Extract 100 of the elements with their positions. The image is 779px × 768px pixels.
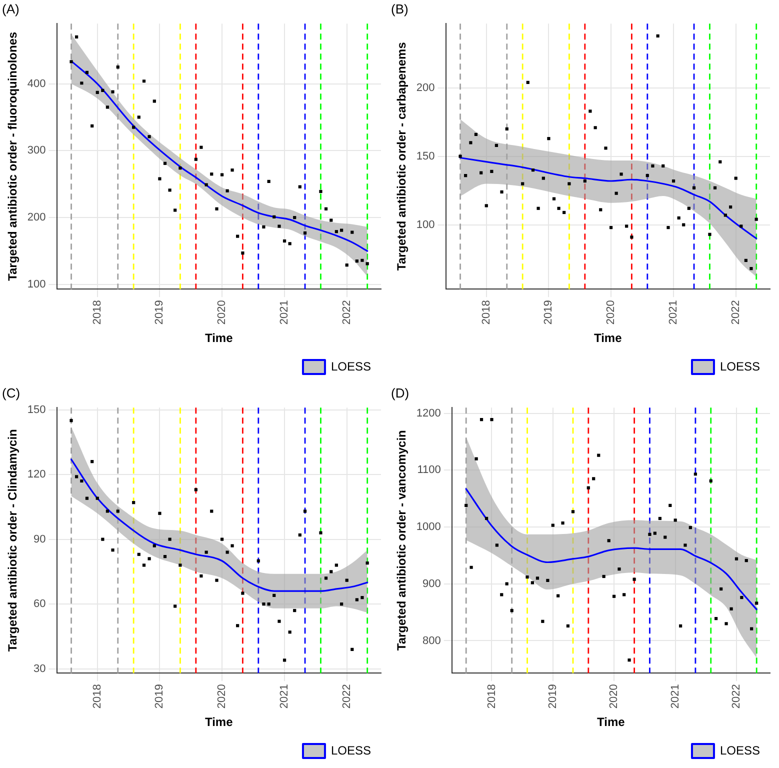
y-tick-label: 120 <box>27 468 46 481</box>
point <box>561 521 564 525</box>
point <box>194 488 198 492</box>
point <box>350 230 354 234</box>
x-tick-label: 2018 <box>486 684 498 709</box>
point <box>360 258 364 262</box>
x-tick-label: 2021 <box>669 684 682 709</box>
point <box>272 594 276 597</box>
chart-title: (C) <box>2 385 20 400</box>
x-tick-label: 2020 <box>216 684 228 709</box>
point <box>200 146 203 149</box>
x-tick-label: 2021 <box>668 300 680 325</box>
point <box>262 602 266 606</box>
point <box>330 218 333 222</box>
point <box>484 204 488 208</box>
point <box>556 594 560 598</box>
point <box>303 510 307 513</box>
point <box>278 224 281 228</box>
point <box>168 538 172 541</box>
point <box>215 578 218 582</box>
point <box>744 258 748 262</box>
point <box>174 208 177 212</box>
point <box>713 186 717 190</box>
point <box>599 208 602 212</box>
point <box>495 544 498 547</box>
point <box>80 479 84 483</box>
point <box>366 561 369 565</box>
point <box>510 609 514 612</box>
point <box>75 475 78 478</box>
point <box>293 216 296 220</box>
point <box>293 608 296 612</box>
point <box>618 568 621 571</box>
point <box>220 538 224 541</box>
chart-title: (D) <box>391 385 410 400</box>
point <box>480 418 484 422</box>
x-tick-label: 2020 <box>608 684 620 709</box>
y-tick-label: 60 <box>34 598 46 610</box>
point <box>740 224 743 228</box>
point <box>594 126 597 130</box>
x-tick-label: 2020 <box>216 300 228 325</box>
x-axis-title: Time <box>594 331 622 346</box>
point <box>345 263 348 267</box>
point <box>226 550 229 554</box>
x-tick-label: 2020 <box>605 300 618 325</box>
point <box>484 516 488 520</box>
x-tick-label: 2018 <box>91 300 104 325</box>
x-tick-label: 2022 <box>730 300 742 325</box>
point <box>588 110 592 113</box>
point <box>628 658 631 662</box>
x-tick-label: 2019 <box>542 300 555 325</box>
legend-label: LOESS <box>330 743 372 758</box>
point <box>612 594 616 598</box>
point <box>106 510 110 513</box>
point <box>730 607 733 610</box>
x-tick-label: 2018 <box>91 684 104 709</box>
point <box>137 552 140 556</box>
point <box>230 544 234 548</box>
point <box>278 620 281 623</box>
point <box>152 544 156 548</box>
point <box>688 526 692 530</box>
y-axis-title: Targeted antibiotic order - fluoroquinolones <box>6 31 20 281</box>
x-tick-label: 2021 <box>278 684 291 709</box>
point <box>653 532 656 535</box>
point <box>101 88 104 92</box>
point <box>664 536 667 539</box>
point <box>750 267 753 270</box>
y-tick-label: 150 <box>416 150 435 162</box>
point <box>116 66 120 69</box>
point <box>614 192 618 195</box>
point <box>137 116 140 119</box>
point <box>500 190 504 194</box>
point <box>458 154 462 158</box>
point <box>734 176 738 180</box>
point <box>469 141 472 144</box>
point <box>571 510 575 514</box>
y-tick-label: 1200 <box>416 407 441 420</box>
point <box>750 627 754 630</box>
point <box>96 496 99 500</box>
point <box>505 582 508 586</box>
point <box>622 593 626 596</box>
x-tick-label: 2019 <box>154 300 166 325</box>
point <box>116 510 120 513</box>
point <box>210 172 214 176</box>
point <box>464 174 468 178</box>
point <box>236 624 240 628</box>
point <box>85 496 89 500</box>
point <box>692 186 696 190</box>
point <box>718 160 722 164</box>
point <box>658 516 662 520</box>
point <box>85 70 89 74</box>
point <box>334 564 338 567</box>
x-tick-label: 2019 <box>546 684 559 709</box>
point <box>111 548 114 552</box>
point <box>340 602 344 606</box>
point <box>142 80 146 83</box>
point <box>158 177 162 180</box>
x-axis-title: Time <box>204 331 234 346</box>
point <box>490 170 494 173</box>
point <box>632 578 636 581</box>
point <box>334 230 338 234</box>
